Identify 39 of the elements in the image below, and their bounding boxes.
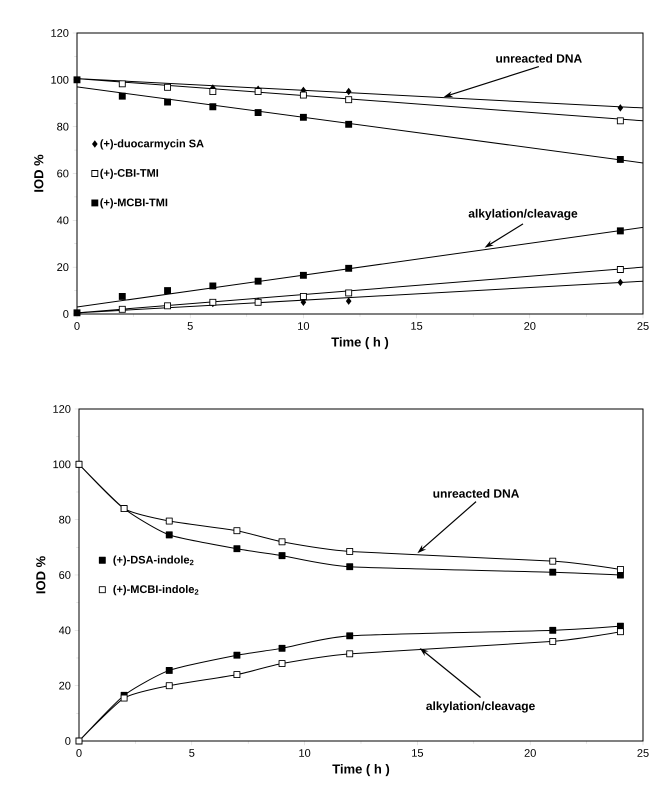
legend-label: (+)-duocarmycin SA (100, 139, 204, 150)
x-tick-label: 25 (637, 749, 648, 757)
legend-label: (+)-MCBI-indole$_{2}$ (113, 584, 198, 596)
y-tick-label: 20 (58, 682, 70, 690)
legend-label: (+)-DSA-indole$_{2}$ (113, 556, 194, 566)
y-tick-label: 120 (53, 405, 70, 413)
y-tick-label: 0 (64, 737, 70, 745)
y-tick-label: 40 (56, 216, 68, 224)
x-axis-title: Time ( h ) (332, 764, 389, 776)
y-axis-title: IOD % (34, 154, 44, 192)
y-tick-label: 100 (53, 460, 70, 468)
x-tick-label: 25 (637, 322, 648, 330)
y-tick-label: 60 (57, 170, 68, 178)
x-tick-label: 10 (298, 322, 309, 330)
y-tick-label: 80 (58, 516, 70, 524)
x-tick-label: 5 (187, 322, 193, 330)
x-tick-label: 10 (299, 749, 310, 757)
y-tick-label: 0 (62, 310, 68, 318)
annotation: unreacted DNA (433, 488, 519, 498)
x-tick-label: 15 (411, 322, 422, 330)
annotation: unreacted DNA (496, 54, 582, 63)
legend-label: (+)-MCBI-TMI (100, 198, 167, 208)
x-tick-label: 0 (74, 322, 80, 330)
y-tick-label: 60 (59, 571, 70, 579)
annotation: alkylation/cleavage (468, 208, 578, 220)
x-tick-label: 20 (524, 322, 536, 330)
y-axis-title: IOD % (36, 556, 46, 594)
legend-label: (+)-CBI-TMI (100, 168, 158, 180)
y-tick-label: 20 (56, 263, 68, 272)
y-tick-label: 100 (51, 76, 68, 84)
annotation: alkylation/cleavage (426, 701, 535, 713)
y-tick-label: 40 (58, 626, 70, 634)
y-tick-label: 80 (56, 122, 68, 131)
y-tick-label: 120 (51, 29, 68, 37)
x-tick-label: 20 (524, 749, 536, 757)
x-tick-label: 0 (76, 749, 82, 757)
x-tick-label: 15 (412, 749, 423, 757)
x-axis-title: Time ( h ) (331, 337, 388, 350)
x-tick-label: 5 (188, 749, 194, 757)
